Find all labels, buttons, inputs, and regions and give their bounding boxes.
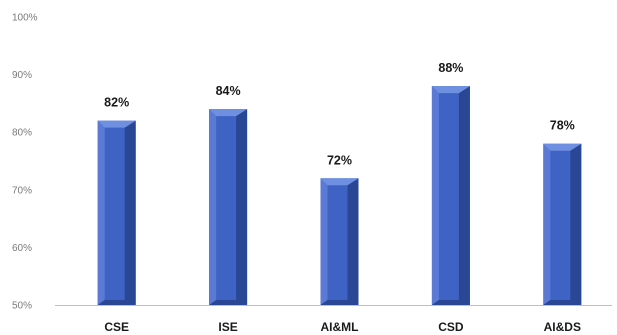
bar-side (124, 120, 136, 306)
bar-bottom (543, 300, 582, 305)
bar-top (543, 143, 582, 151)
y-tick-label: 60% (12, 243, 32, 254)
bar-top (320, 178, 359, 186)
x-category-label: ISE (218, 320, 237, 334)
bar-ai-ml (320, 178, 359, 305)
bar-bottom (97, 300, 136, 305)
x-category-label: AI&ML (321, 320, 359, 334)
data-label: 82% (104, 96, 129, 110)
bar-bottom (431, 300, 470, 305)
y-tick-label: 80% (12, 128, 32, 139)
bar-bottom (320, 300, 359, 305)
bar-ise (209, 109, 248, 305)
data-label: 84% (216, 84, 241, 98)
bar-side (458, 86, 470, 306)
x-category-label: AI&DS (544, 320, 581, 334)
x-category-label: CSD (438, 320, 464, 334)
x-category-label: CSE (104, 320, 129, 334)
bar-highlight (543, 143, 551, 305)
bar-top (97, 120, 136, 128)
bar-ai-ds (543, 143, 582, 305)
bar-highlight (209, 109, 217, 305)
data-label: 72% (327, 153, 352, 167)
y-tick-label: 70% (12, 185, 32, 196)
bar-top (209, 109, 248, 117)
bar-side (347, 178, 359, 305)
data-label: 78% (550, 119, 575, 133)
data-label: 88% (438, 61, 463, 75)
bar-highlight (320, 178, 328, 305)
bar-bottom (209, 300, 248, 305)
bar-side (236, 109, 248, 305)
bar-highlight (97, 120, 105, 306)
y-tick-label: 50% (12, 301, 32, 312)
bar-side (570, 143, 582, 305)
bar-csd (431, 86, 470, 306)
bar-cse (97, 120, 136, 306)
bar-highlight (431, 86, 439, 306)
y-tick-label: 100% (12, 13, 38, 24)
y-tick-label: 90% (12, 70, 32, 81)
bar-top (431, 86, 470, 94)
